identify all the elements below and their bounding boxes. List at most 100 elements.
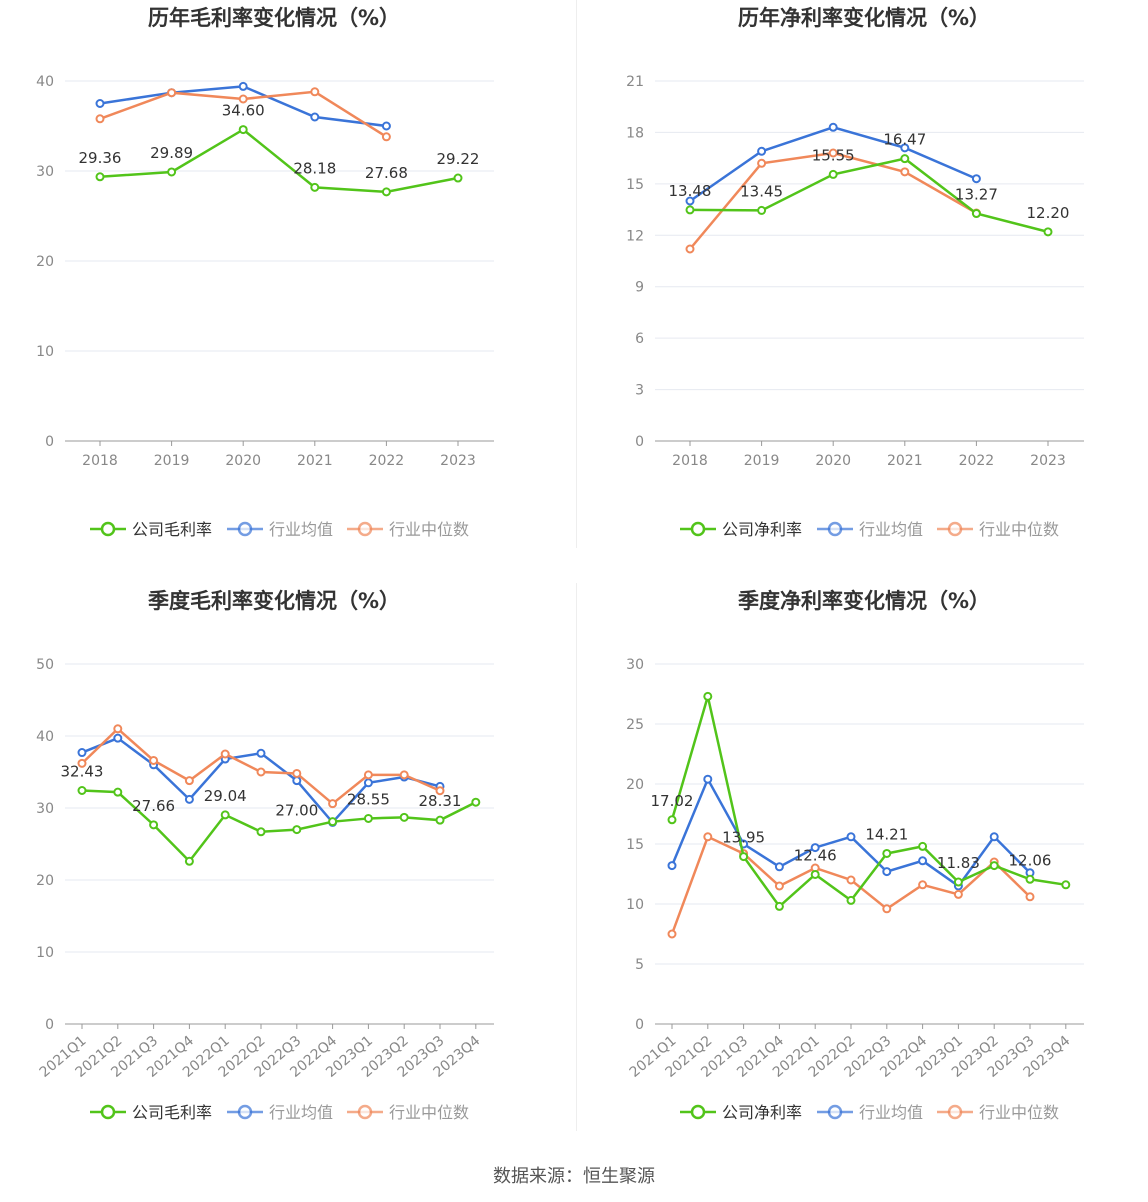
chart-svg: 历年净利率变化情况（%） 0 3 6 9 12 15 18 21 2018 2019 2020 2021… bbox=[626, 6, 1084, 539]
x-tick-label: 2018 bbox=[672, 453, 708, 469]
median-point bbox=[882, 904, 892, 914]
median-point bbox=[828, 148, 838, 158]
chart-annual-gross-margin: 历年毛利率变化情况（%） 0 10 20 30 40 2018 2019 2020 2021 202… bbox=[0, 0, 574, 580]
median-point bbox=[310, 87, 320, 97]
legend-item-median: 行业中位数 bbox=[937, 1103, 1059, 1122]
median-point bbox=[846, 875, 856, 885]
median-point bbox=[900, 167, 910, 177]
legend-item-company: 公司净利率 bbox=[680, 520, 802, 539]
legend-label: 行业均值 bbox=[859, 520, 923, 539]
median-point bbox=[149, 755, 159, 765]
legend-label: 行业中位数 bbox=[979, 1103, 1059, 1122]
median-point bbox=[667, 929, 677, 939]
data-label: 13.48 bbox=[669, 182, 712, 200]
data-label: 27.00 bbox=[275, 802, 318, 820]
company-series-line bbox=[81, 789, 477, 864]
avg-point bbox=[310, 112, 320, 122]
data-label: 15.55 bbox=[812, 146, 855, 164]
avg-point bbox=[828, 122, 838, 132]
median-point bbox=[292, 768, 302, 778]
legend-marker bbox=[237, 1104, 253, 1120]
avg-point bbox=[77, 748, 87, 758]
company-point bbox=[846, 895, 856, 905]
data-label: 29.36 bbox=[79, 149, 122, 167]
data-label: 13.45 bbox=[740, 182, 783, 200]
data-label: 29.89 bbox=[150, 144, 193, 162]
avg-point bbox=[971, 174, 981, 184]
legend-label: 公司净利率 bbox=[722, 520, 802, 539]
median-series-line bbox=[670, 835, 1031, 935]
data-label: 13.27 bbox=[955, 186, 998, 204]
avg-point bbox=[363, 778, 373, 788]
legend-marker bbox=[100, 1104, 116, 1120]
median-point bbox=[703, 832, 713, 842]
avg-point bbox=[113, 733, 123, 743]
avg-point bbox=[774, 862, 784, 872]
company-point bbox=[167, 167, 177, 177]
data-label: 13.95 bbox=[722, 829, 765, 847]
median-point bbox=[435, 786, 445, 796]
company-point bbox=[453, 173, 463, 183]
legend-marker bbox=[690, 521, 706, 537]
avg-point bbox=[292, 776, 302, 786]
company-point bbox=[95, 172, 105, 182]
y-tick-label: 15 bbox=[626, 177, 644, 193]
legend-label: 行业中位数 bbox=[389, 520, 469, 539]
legend-marker bbox=[100, 521, 116, 537]
company-point bbox=[256, 827, 266, 837]
chart-title: 历年毛利率变化情况（%） bbox=[148, 6, 400, 30]
median-point bbox=[381, 132, 391, 142]
y-tick-label: 40 bbox=[36, 74, 54, 90]
company-series-line bbox=[99, 128, 459, 194]
company-point bbox=[971, 209, 981, 219]
company-point bbox=[882, 848, 892, 858]
median-point bbox=[918, 880, 928, 890]
median-point bbox=[95, 114, 105, 124]
company-point bbox=[900, 154, 910, 164]
company-point bbox=[774, 901, 784, 911]
y-tick-label: 20 bbox=[36, 254, 54, 270]
legend-item-company: 公司净利率 bbox=[680, 1103, 802, 1122]
company-point bbox=[953, 877, 963, 887]
data-label: 27.68 bbox=[365, 164, 408, 182]
vertical-divider-bottom bbox=[576, 583, 577, 1131]
median-point bbox=[774, 881, 784, 891]
avg-point bbox=[184, 794, 194, 804]
legend-label: 公司毛利率 bbox=[132, 520, 212, 539]
y-tick-label: 30 bbox=[36, 164, 54, 180]
data-label: 28.18 bbox=[293, 159, 336, 177]
chart-title: 季度毛利率变化情况（%） bbox=[148, 589, 400, 613]
legend-marker bbox=[827, 521, 843, 537]
company-point bbox=[238, 125, 248, 135]
y-tick-label: 25 bbox=[626, 717, 644, 733]
company-point bbox=[1043, 227, 1053, 237]
y-tick-label: 5 bbox=[635, 957, 644, 973]
data-label: 29.04 bbox=[204, 787, 247, 805]
legend-item-median: 行业中位数 bbox=[347, 1103, 469, 1122]
data-label: 14.21 bbox=[865, 825, 908, 843]
legend-item-avg: 行业均值 bbox=[817, 520, 923, 539]
y-tick-label: 0 bbox=[635, 1017, 644, 1033]
data-label: 32.43 bbox=[61, 763, 104, 781]
median-point bbox=[256, 767, 266, 777]
y-tick-label: 40 bbox=[36, 729, 54, 745]
legend-item-avg: 行业均值 bbox=[227, 520, 333, 539]
company-series-line bbox=[689, 157, 1049, 234]
y-tick-label: 12 bbox=[626, 228, 644, 244]
avg-point bbox=[256, 748, 266, 758]
legend-label: 行业均值 bbox=[859, 1103, 923, 1122]
data-label: 27.66 bbox=[132, 797, 175, 815]
median-point bbox=[757, 158, 767, 168]
avg-point bbox=[757, 146, 767, 156]
data-label: 34.60 bbox=[222, 102, 265, 120]
median-point bbox=[220, 749, 230, 759]
legend-label: 行业均值 bbox=[269, 520, 333, 539]
y-tick-label: 30 bbox=[36, 801, 54, 817]
company-point bbox=[328, 817, 338, 827]
company-point bbox=[918, 841, 928, 851]
legend-item-company: 公司毛利率 bbox=[90, 520, 212, 539]
y-tick-label: 20 bbox=[626, 777, 644, 793]
data-label: 29.22 bbox=[437, 150, 480, 168]
company-point bbox=[1025, 874, 1035, 884]
chart-quarterly-gross-margin: 季度毛利率变化情况（%） 0 10 20 30 40 50 2021Q1 2021Q2 2021Q… bbox=[0, 583, 574, 1163]
